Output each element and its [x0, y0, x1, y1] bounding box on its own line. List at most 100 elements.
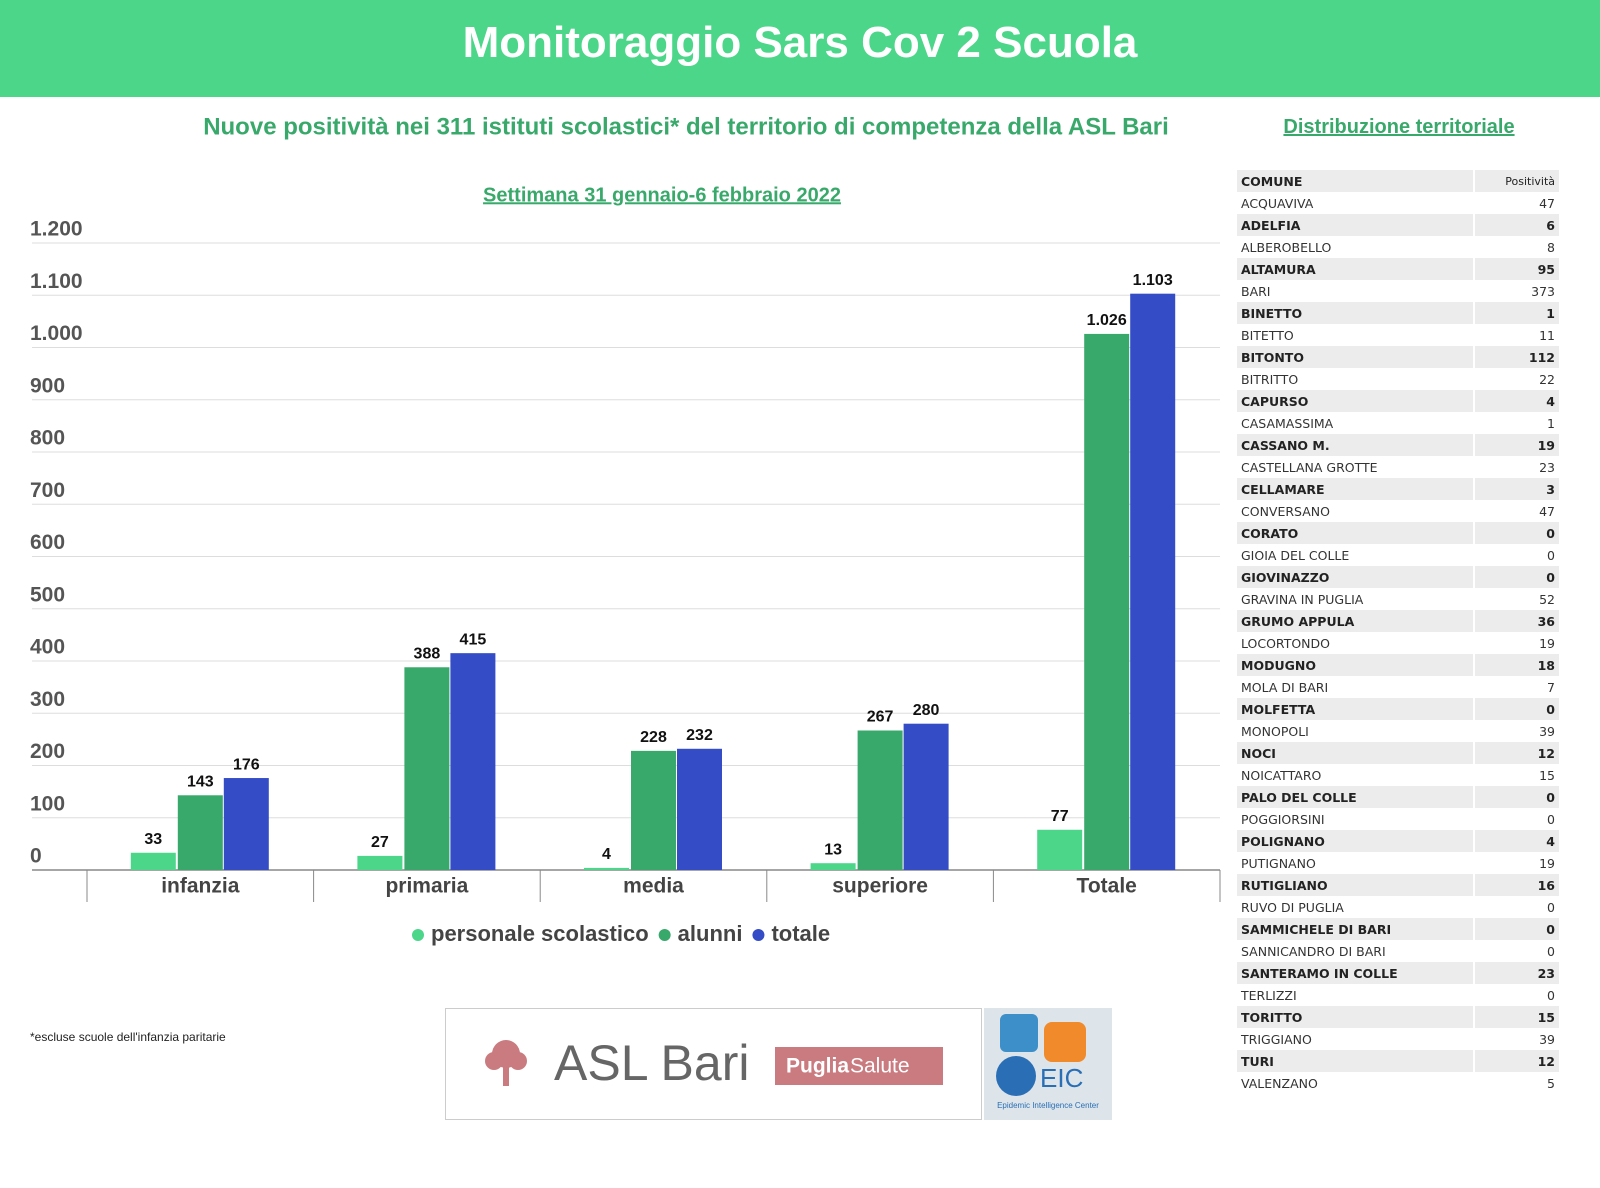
x-tick-label: superiore	[832, 875, 928, 898]
table-row: MONOPOLI 39	[1237, 720, 1561, 742]
table-cell: 19	[1475, 632, 1561, 654]
table-cell: BITONTO	[1237, 346, 1476, 368]
table-header: COMUNE Positività	[1237, 170, 1561, 192]
data-label: 143	[187, 774, 214, 791]
table-row: LOCORTONDO 19	[1237, 632, 1561, 654]
table-cell: CELLAMARE	[1237, 478, 1476, 500]
legend-label: totale	[771, 921, 830, 946]
table-row: ADELFIA 6	[1237, 214, 1561, 236]
table-cell: COMUNE	[1237, 170, 1476, 192]
table-row: GIOVINAZZO 0	[1237, 566, 1561, 588]
table-row: TRIGGIANO 39	[1237, 1028, 1561, 1050]
legend-marker	[752, 929, 765, 941]
bar	[1130, 293, 1176, 870]
bar	[857, 730, 903, 870]
x-tick-label: primaria	[385, 875, 468, 898]
table-cell: PALO DEL COLLE	[1237, 786, 1476, 808]
bar	[130, 852, 176, 870]
table-cell: 52	[1475, 588, 1561, 610]
eic-logo: EIC Epidemic Intelligence Center	[984, 1008, 1112, 1120]
table-cell: 4	[1475, 390, 1561, 412]
table-row: MODUGNO 18	[1237, 654, 1561, 676]
y-tick-label: 1.200	[30, 218, 83, 241]
table-cell: CAPURSO	[1237, 390, 1476, 412]
table: COMUNE Positività ACQUAVIVA 47 ADELFIA 6 ALBER…	[1237, 170, 1561, 1094]
table-cell: BARI	[1237, 280, 1476, 302]
y-tick-label: 800	[30, 427, 65, 450]
y-tick-label: 700	[30, 479, 65, 502]
table-cell: LOCORTONDO	[1237, 632, 1476, 654]
table-cell: VALENZANO	[1237, 1072, 1476, 1094]
bar	[584, 867, 629, 870]
table-cell: 0	[1475, 808, 1561, 830]
table-cell: POGGIORSINI	[1237, 808, 1476, 830]
salute-text: Salute	[850, 1055, 910, 1078]
footnote: *escluse scuole dell'infanzia paritarie	[30, 1030, 226, 1044]
table-cell: 0	[1475, 940, 1561, 962]
table-cell: BITRITTO	[1237, 368, 1476, 390]
data-label: 13	[824, 841, 842, 858]
table-cell: 0	[1475, 786, 1561, 808]
table-cell: GRUMO APPULA	[1237, 610, 1476, 632]
chart: Nuove positività nei 311 istituti scolas…	[30, 113, 1221, 946]
data-label: 176	[233, 756, 260, 773]
bar	[810, 863, 856, 870]
table-cell: TERLIZZI	[1237, 984, 1476, 1006]
y-tick-label: 100	[30, 792, 65, 815]
table-cell: ALTAMURA	[1237, 258, 1476, 280]
data-label: 388	[414, 645, 441, 662]
table-cell: 22	[1475, 368, 1561, 390]
table-cell: TRIGGIANO	[1237, 1028, 1476, 1050]
table-row: NOCI 12	[1237, 742, 1561, 764]
table-row: BITETTO 11	[1237, 324, 1561, 346]
table-row: SANNICANDRO DI BARI 0	[1237, 940, 1561, 962]
bar	[223, 778, 269, 870]
table-cell: CONVERSANO	[1237, 500, 1476, 522]
legend-marker	[658, 929, 671, 941]
data-label: 1.026	[1087, 312, 1127, 329]
table-cell: RUVO DI PUGLIA	[1237, 896, 1476, 918]
table-cell: 18	[1475, 654, 1561, 676]
data-label: 27	[371, 834, 389, 851]
table-cell: CASSANO M.	[1237, 434, 1476, 456]
table-row: CAPURSO 4	[1237, 390, 1561, 412]
bar	[903, 723, 949, 870]
table-cell: GRAVINA IN PUGLIA	[1237, 588, 1476, 610]
data-label: 33	[144, 831, 162, 848]
table-row: GRUMO APPULA 36	[1237, 610, 1561, 632]
data-label: 232	[686, 727, 713, 744]
table-row: CASTELLANA GROTTE 23	[1237, 456, 1561, 478]
table-row: CASSANO M. 19	[1237, 434, 1561, 456]
table-row: CASAMASSIMA 1	[1237, 412, 1561, 434]
table-row: ALBEROBELLO 8	[1237, 236, 1561, 258]
table-cell: 12	[1475, 742, 1561, 764]
table-row: PUTIGNANO 19	[1237, 852, 1561, 874]
logo: ASL Bari Puglia Salute	[485, 1035, 943, 1091]
table-row: CORATO 0	[1237, 522, 1561, 544]
table-row: ALTAMURA 95	[1237, 258, 1561, 280]
table-title: Distribuzione territoriale	[1283, 116, 1515, 138]
table-cell: 39	[1475, 1028, 1561, 1050]
y-tick-label: 1.100	[30, 270, 83, 293]
table-cell: SAMMICHELE DI BARI	[1237, 918, 1476, 940]
table-cell: POLIGNANO	[1237, 830, 1476, 852]
table-row: RUTIGLIANO 16	[1237, 874, 1561, 896]
table-row: ACQUAVIVA 47	[1237, 192, 1561, 214]
puglia-box	[775, 1047, 943, 1085]
table-row: TERLIZZI 0	[1237, 984, 1561, 1006]
table-row: BITONTO 112	[1237, 346, 1561, 368]
table-cell: SANTERAMO IN COLLE	[1237, 962, 1476, 984]
table-cell: NOICATTARO	[1237, 764, 1476, 786]
bar	[404, 667, 450, 870]
table-cell: 0	[1475, 984, 1561, 1006]
chart-subtitle: Settimana 31 gennaio-6 febbraio 2022	[483, 184, 841, 206]
data-label: 267	[867, 709, 894, 726]
table-cell: 15	[1475, 764, 1561, 786]
legend-marker	[412, 929, 424, 941]
table-cell: 3	[1475, 478, 1561, 500]
puglia-text: Puglia	[786, 1055, 849, 1078]
table-cell: 373	[1475, 280, 1561, 302]
table-cell: ADELFIA	[1237, 214, 1476, 236]
table-cell: BITETTO	[1237, 324, 1476, 346]
eic-text: EIC	[1040, 1063, 1083, 1093]
